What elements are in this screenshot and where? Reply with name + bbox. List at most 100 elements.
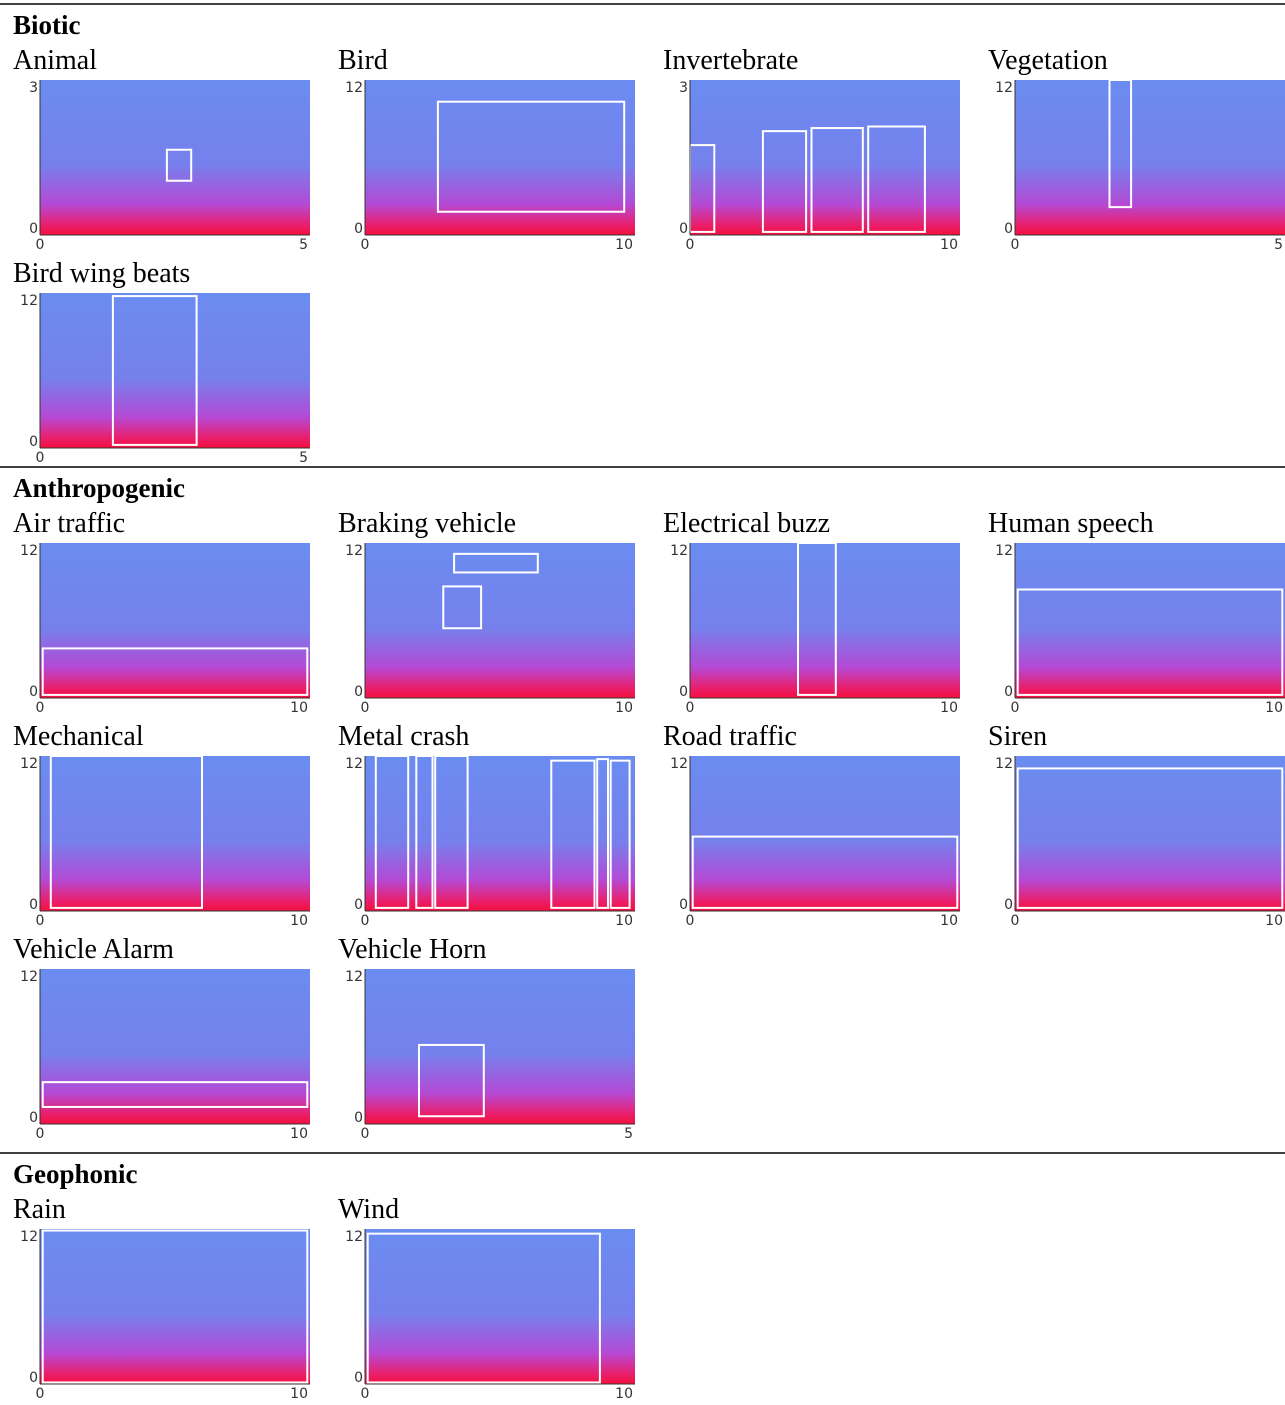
page: {"sections": [ {"title": "Biotic", "pane… (0, 0, 1285, 1405)
x-tick-label: 0 (36, 237, 45, 253)
y-tick-label: 0 (679, 684, 688, 700)
y-tick-label: 12 (20, 293, 38, 309)
y-tick-label: 0 (29, 897, 38, 913)
y-tick-label: 0 (1004, 897, 1013, 913)
y-tick-label: 0 (679, 221, 688, 237)
section-title: Anthropogenic (13, 473, 185, 503)
spectrogram (40, 756, 310, 911)
x-tick-label: 10 (615, 913, 633, 929)
x-tick-label: 5 (299, 237, 308, 253)
y-tick-label: 0 (354, 1110, 363, 1126)
y-tick-label: 0 (354, 684, 363, 700)
y-tick-label: 12 (345, 543, 363, 559)
x-tick-label: 0 (36, 700, 45, 716)
x-tick-label: 10 (615, 700, 633, 716)
x-tick-label: 0 (1011, 913, 1020, 929)
x-tick-label: 0 (686, 913, 695, 929)
y-tick-label: 12 (670, 756, 688, 772)
spectrogram (690, 756, 960, 911)
y-tick-label: 0 (29, 1370, 38, 1386)
y-tick-label: 0 (354, 1370, 363, 1386)
spectrogram (1015, 756, 1285, 911)
y-tick-label: 0 (29, 221, 38, 237)
y-tick-label: 12 (345, 969, 363, 985)
panel-label: Bird (338, 45, 388, 76)
x-tick-label: 0 (36, 450, 45, 466)
y-tick-label: 12 (345, 756, 363, 772)
panel-label: Bird wing beats (13, 258, 190, 289)
spectrogram (40, 80, 310, 235)
panel-label: Rain (13, 1194, 66, 1225)
spectrogram (690, 80, 960, 235)
section-title: Biotic (13, 10, 81, 40)
x-tick-label: 0 (361, 1386, 370, 1402)
spectrogram (365, 543, 635, 698)
y-tick-label: 0 (29, 684, 38, 700)
y-tick-label: 12 (670, 543, 688, 559)
section-title: Geophonic (13, 1159, 138, 1189)
panel-label: Air traffic (13, 508, 125, 539)
figure: BioticAnimal3005Bird120010Invertebrate30… (0, 0, 1285, 1405)
x-tick-label: 10 (290, 1126, 308, 1142)
panel-label: Vehicle Horn (338, 934, 487, 965)
x-tick-label: 5 (624, 1126, 633, 1142)
panel-label: Wind (338, 1194, 399, 1225)
x-tick-label: 10 (940, 237, 958, 253)
x-tick-label: 10 (1265, 700, 1283, 716)
y-tick-label: 12 (20, 1229, 38, 1245)
x-tick-label: 10 (940, 700, 958, 716)
x-tick-label: 0 (686, 237, 695, 253)
spectrogram (690, 543, 960, 698)
x-tick-label: 10 (290, 913, 308, 929)
x-tick-label: 0 (36, 1386, 45, 1402)
y-tick-label: 0 (354, 897, 363, 913)
y-tick-label: 12 (995, 756, 1013, 772)
x-tick-label: 0 (361, 913, 370, 929)
panel-label: Vehicle Alarm (13, 934, 174, 965)
panel-label: Vegetation (988, 45, 1108, 76)
panel-label: Metal crash (338, 721, 469, 752)
panel-label: Animal (13, 45, 97, 76)
panel-label: Braking vehicle (338, 508, 516, 539)
spectrogram (365, 969, 635, 1124)
x-tick-label: 10 (1265, 913, 1283, 929)
x-tick-label: 0 (36, 913, 45, 929)
y-tick-label: 0 (1004, 221, 1013, 237)
spectrogram (1015, 80, 1285, 235)
spectrogram (40, 969, 310, 1124)
x-tick-label: 10 (290, 1386, 308, 1402)
panel-label: Mechanical (13, 721, 144, 752)
spectrogram (1015, 543, 1285, 698)
y-tick-label: 3 (29, 80, 38, 96)
panel-label: Human speech (988, 508, 1154, 539)
y-tick-label: 0 (29, 434, 38, 450)
panel-label: Road traffic (663, 721, 797, 752)
x-tick-label: 5 (299, 450, 308, 466)
spectrogram (365, 1229, 635, 1384)
x-tick-label: 0 (1011, 237, 1020, 253)
spectrogram (40, 543, 310, 698)
x-tick-label: 10 (290, 700, 308, 716)
x-tick-label: 10 (615, 237, 633, 253)
x-tick-label: 0 (686, 700, 695, 716)
x-tick-label: 5 (1274, 237, 1283, 253)
y-tick-label: 0 (679, 897, 688, 913)
x-tick-label: 10 (615, 1386, 633, 1402)
y-tick-label: 0 (29, 1110, 38, 1126)
spectrogram (40, 1229, 310, 1384)
x-tick-label: 0 (1011, 700, 1020, 716)
x-tick-label: 0 (361, 700, 370, 716)
panel-label: Invertebrate (663, 45, 798, 76)
spectrogram (40, 293, 310, 448)
y-tick-label: 3 (679, 80, 688, 96)
y-tick-label: 12 (345, 1229, 363, 1245)
x-tick-label: 10 (940, 913, 958, 929)
x-tick-label: 0 (361, 237, 370, 253)
y-tick-label: 12 (20, 543, 38, 559)
y-tick-label: 0 (354, 221, 363, 237)
y-tick-label: 12 (20, 969, 38, 985)
panel-label: Siren (988, 721, 1047, 752)
y-tick-label: 12 (995, 543, 1013, 559)
panel-label: Electrical buzz (663, 508, 830, 539)
y-tick-label: 12 (345, 80, 363, 96)
